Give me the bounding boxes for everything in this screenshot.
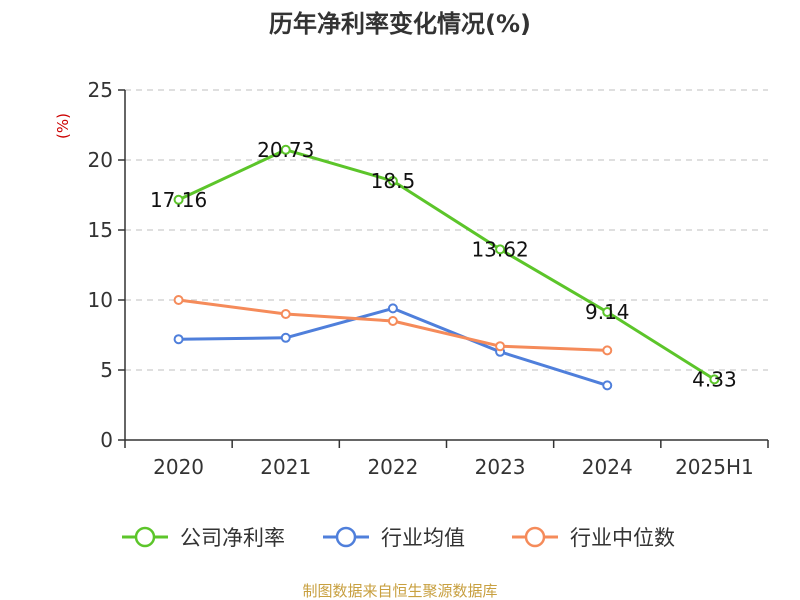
y-tick-label: 20 bbox=[88, 148, 113, 172]
data-label: 13.62 bbox=[471, 237, 528, 261]
source-note: 制图数据来自恒生聚源数据库 bbox=[302, 582, 497, 600]
x-tick-label: 2022 bbox=[367, 455, 418, 479]
x-tick-label: 2024 bbox=[582, 455, 633, 479]
x-tick-label: 2023 bbox=[475, 455, 526, 479]
data-point bbox=[173, 334, 184, 345]
data-point bbox=[495, 341, 506, 352]
y-tick-label: 15 bbox=[88, 218, 113, 242]
chart-title: 历年净利率变化情况(%) bbox=[269, 10, 531, 38]
y-tick-label: 25 bbox=[88, 78, 113, 102]
data-label: 17.16 bbox=[150, 188, 207, 212]
data-point bbox=[280, 332, 291, 343]
data-point bbox=[602, 307, 613, 318]
data-label: 4.33 bbox=[692, 367, 737, 391]
data-point bbox=[173, 194, 184, 205]
data-label: 20.73 bbox=[257, 138, 314, 162]
legend-item[interactable]: 行业中位数 bbox=[512, 526, 675, 550]
x-tick-label: 2021 bbox=[260, 455, 311, 479]
legend-item[interactable]: 公司净利率 bbox=[122, 526, 285, 550]
data-point bbox=[495, 244, 506, 255]
data-point bbox=[602, 380, 613, 391]
legend-marker-icon bbox=[335, 526, 357, 548]
x-tick-label: 2020 bbox=[153, 455, 204, 479]
data-point bbox=[387, 176, 398, 186]
data-point bbox=[280, 144, 291, 155]
legend-marker-icon bbox=[134, 526, 156, 548]
legend[interactable]: 公司净利率 行业均值 行业中位数 bbox=[122, 526, 675, 550]
legend-label: 公司净利率 bbox=[180, 526, 285, 550]
data-point bbox=[173, 295, 184, 305]
legend-item[interactable]: 行业均值 bbox=[323, 526, 465, 550]
y-tick-label: 0 bbox=[100, 428, 113, 452]
y-axis-label: (%) bbox=[54, 113, 72, 139]
legend-label: 行业中位数 bbox=[570, 526, 675, 550]
grid bbox=[125, 89, 768, 371]
data-point bbox=[387, 316, 398, 326]
axes: 0 5 10 15 20 25 2020 2021 2022 2023 2024 2025H1 bbox=[88, 78, 769, 479]
x-tick-label: 2025H1 bbox=[675, 455, 754, 479]
data-point bbox=[280, 309, 291, 319]
data-point bbox=[709, 374, 720, 385]
legend-marker-icon bbox=[524, 526, 546, 548]
y-tick-label: 10 bbox=[88, 288, 113, 312]
data-point bbox=[602, 345, 613, 356]
data-point bbox=[387, 303, 398, 314]
y-tick-label: 5 bbox=[100, 358, 113, 382]
data-labels: 17.16 20.73 18.5 13.62 9.14 4.33 bbox=[150, 138, 737, 392]
data-label: 18.5 bbox=[371, 169, 416, 193]
data-label: 9.14 bbox=[585, 300, 630, 324]
legend-label: 行业均值 bbox=[381, 526, 465, 550]
series bbox=[173, 144, 720, 391]
series-line bbox=[177, 148, 716, 381]
